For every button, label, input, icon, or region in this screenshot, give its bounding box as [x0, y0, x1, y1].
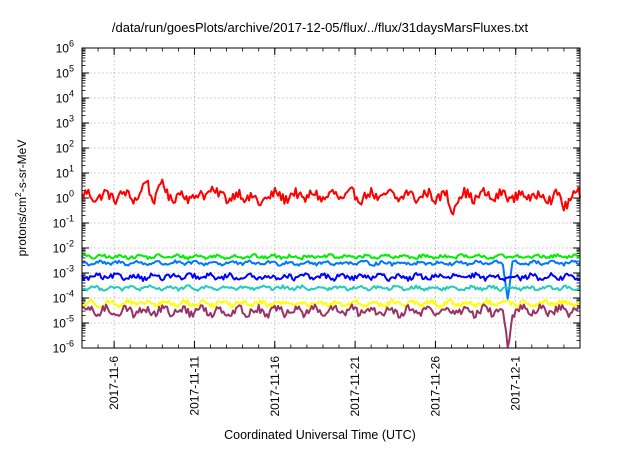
grid — [81, 47, 581, 349]
y-tick-label: 106 — [56, 39, 74, 56]
plot-frame — [81, 47, 581, 349]
y-tick-label: 10-3 — [53, 264, 74, 281]
y-tick-label: 10-2 — [53, 239, 74, 256]
y-tick-label: 10-6 — [53, 339, 74, 356]
y-tick-label: 10-1 — [53, 214, 74, 231]
series-line — [81, 271, 581, 282]
y-tick-label: 105 — [56, 64, 74, 81]
series-line — [81, 298, 581, 309]
series-line — [81, 284, 581, 292]
y-tick-label: 102 — [56, 139, 74, 156]
y-tick-label: 104 — [56, 89, 74, 106]
series-line — [81, 252, 581, 261]
x-tick-label: 2017-11-16 — [268, 356, 282, 417]
chart-title: /data/run/goesPlots/archive/2017-12-05/f… — [111, 20, 529, 35]
series-lines — [81, 178, 581, 349]
series-line — [81, 178, 581, 216]
x-tick-label: 2017-11-21 — [348, 356, 362, 417]
y-tick-label: 103 — [56, 114, 74, 131]
y-tick-label: 10-4 — [53, 289, 74, 306]
series-line — [81, 303, 581, 349]
y-tick-label: 101 — [56, 164, 74, 181]
x-tick-label: 2017-11-11 — [187, 356, 201, 416]
x-tick-label: 2017-11-6 — [107, 356, 121, 410]
x-tick-label: 2017-11-26 — [428, 356, 442, 417]
x-tick-labels: 2017-11-6 2017-11-11 2017-11-16 2017-11-21 2… — [107, 356, 523, 417]
y-tick-label: 10-5 — [53, 314, 74, 331]
x-axis-label: Coordinated Universal Time (UTC) — [224, 428, 416, 442]
y-tick-labels: 10-6 10-5 10-4 10-3 10-2 10-1 100 101 102 103 104 1… — [53, 39, 74, 356]
y-axis-label: protons/cm2-s-sr-MeV — [13, 140, 29, 257]
y-tick-label: 100 — [56, 189, 74, 206]
series-line — [81, 259, 581, 300]
x-tick-label: 2017-12-1 — [509, 356, 523, 411]
